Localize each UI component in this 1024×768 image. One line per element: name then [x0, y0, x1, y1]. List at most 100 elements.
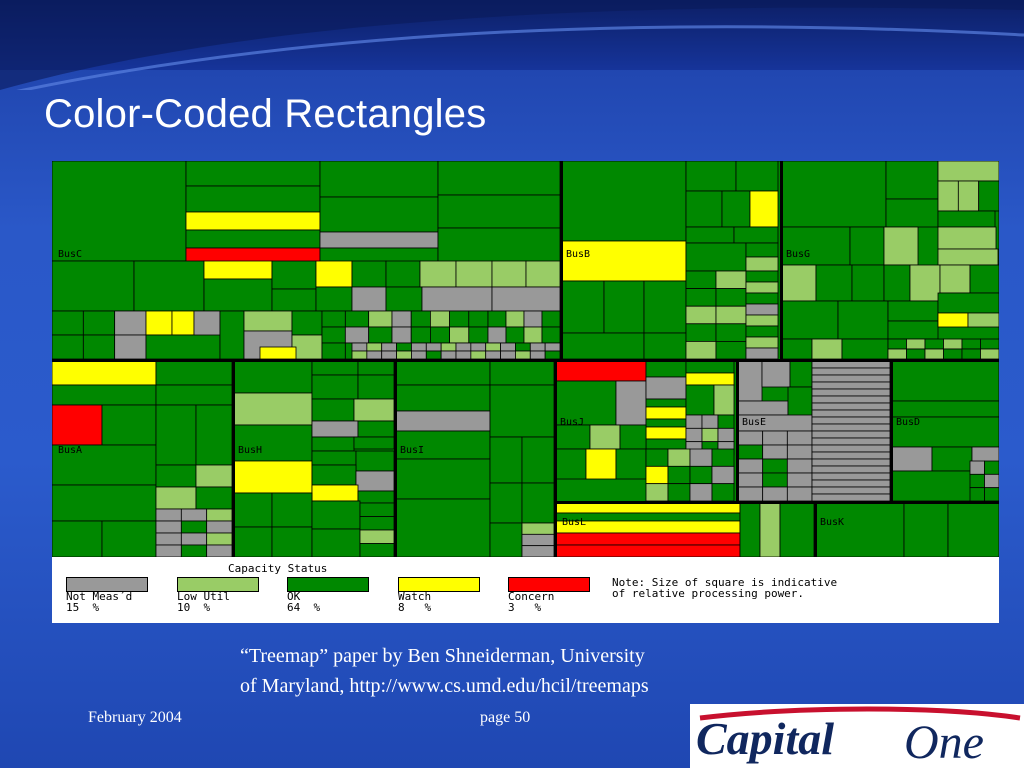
treemap-cell — [206, 532, 233, 546]
treemap-bus-label: BusE — [742, 417, 766, 428]
legend-swatch-concern — [508, 577, 590, 592]
treemap-cell — [185, 211, 321, 231]
treemap-cell — [937, 248, 999, 266]
treemap-cell — [786, 444, 813, 460]
treemap-cell — [685, 427, 703, 443]
treemap-divider — [736, 361, 739, 503]
treemap-bus-label: BusI — [400, 445, 424, 456]
treemap-cell — [411, 342, 427, 352]
treemap-cell — [645, 465, 669, 485]
treemap-cell — [685, 384, 715, 416]
treemap-cell — [781, 300, 839, 340]
header-swoosh — [0, 0, 1024, 90]
treemap-cell — [969, 264, 999, 294]
treemap-cell — [319, 196, 439, 233]
treemap-bus-label: BusL — [562, 517, 586, 528]
treemap-cell — [259, 346, 297, 360]
treemap-cell — [737, 444, 764, 460]
treemap-cell — [319, 231, 439, 249]
treemap-cell — [419, 260, 457, 288]
treemap-cell — [589, 424, 621, 450]
treemap-cell — [906, 338, 926, 350]
treemap-cell — [685, 226, 735, 244]
treemap-cell — [206, 520, 233, 534]
treemap-cell — [781, 226, 851, 266]
treemap-cell — [759, 502, 781, 557]
treemap-cell — [762, 458, 788, 474]
treemap-cell — [195, 404, 233, 466]
treemap-cell — [957, 180, 980, 212]
treemap-cell — [737, 458, 764, 474]
treemap-cell — [395, 458, 491, 500]
legend-label-ok: OK 64 % — [287, 590, 321, 614]
treemap-cell — [411, 350, 427, 360]
treemap-cell — [561, 240, 687, 282]
treemap-cell — [529, 350, 546, 360]
treemap-cell — [891, 400, 999, 418]
treemap-cell — [645, 376, 687, 400]
treemap-cell — [645, 483, 669, 502]
treemap-cell — [978, 180, 999, 212]
treemap-cell — [615, 448, 647, 480]
treemap-cell — [984, 460, 999, 475]
treemap-cell — [368, 326, 393, 344]
treemap-cell — [937, 180, 959, 212]
treemap-cell — [701, 427, 719, 443]
treemap-cell — [395, 498, 491, 557]
treemap-cell — [52, 384, 157, 406]
treemap-cell — [529, 342, 546, 352]
treemap-cell — [667, 448, 691, 467]
treemap-cell — [311, 450, 357, 466]
treemap-cell — [351, 260, 387, 288]
treemap-cell — [521, 533, 555, 547]
treemap-cell — [195, 464, 233, 488]
treemap-cell — [315, 286, 353, 312]
treemap-cell — [52, 360, 157, 386]
treemap-cell — [786, 486, 813, 502]
treemap-cell — [645, 418, 687, 428]
treemap-cell — [811, 381, 891, 390]
treemap-divider — [560, 161, 563, 361]
treemap-cell — [745, 347, 779, 360]
treemap-cell — [219, 310, 245, 360]
treemap-divider — [890, 361, 893, 503]
treemap-cell — [455, 342, 472, 352]
treemap-cell — [645, 406, 687, 420]
treemap-cell — [745, 303, 779, 316]
treemap-cell — [762, 430, 788, 446]
treemap-cell — [489, 482, 523, 524]
legend-swatch-ok — [287, 577, 369, 592]
treemap-cell — [195, 486, 233, 510]
treemap-cell — [180, 532, 208, 546]
treemap-cell — [645, 438, 687, 450]
treemap-cell — [811, 367, 891, 376]
treemap-cell — [410, 310, 431, 328]
treemap-cell — [883, 226, 919, 266]
treemap-cell — [745, 314, 779, 327]
treemap-cell — [52, 404, 103, 446]
treemap-cell — [525, 260, 561, 288]
treemap-cell — [749, 190, 779, 228]
treemap-cell — [455, 350, 472, 360]
treemap-cell — [887, 320, 939, 340]
treemap-cell — [887, 348, 907, 360]
treemap-cell — [619, 424, 647, 450]
source-caption: “Treemap” paper by Ben Shneiderman, Univ… — [240, 641, 800, 701]
treemap-cell — [133, 260, 205, 312]
treemap-cell — [906, 348, 926, 360]
treemap-cell — [781, 161, 887, 228]
treemap-cell — [395, 410, 491, 432]
legend-swatch-low-util — [177, 577, 259, 592]
treemap-cell — [455, 260, 493, 288]
treemap-bus-label: BusK — [820, 517, 844, 528]
treemap-cell — [745, 270, 779, 283]
treemap-cell — [811, 493, 891, 502]
treemap-cell — [555, 544, 741, 557]
treemap-cell — [745, 292, 779, 305]
treemap-cell — [811, 465, 891, 474]
treemap-cell — [52, 310, 84, 336]
treemap-cell — [544, 350, 561, 360]
treemap-cell — [500, 342, 516, 352]
treemap-cell — [521, 436, 555, 484]
treemap-cell — [685, 340, 717, 360]
